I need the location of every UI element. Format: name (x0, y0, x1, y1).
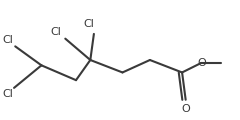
Text: Cl: Cl (3, 89, 13, 99)
Text: Cl: Cl (2, 35, 13, 45)
Text: Cl: Cl (84, 19, 95, 29)
Text: O: O (198, 58, 206, 68)
Text: Cl: Cl (50, 27, 61, 36)
Text: O: O (181, 104, 190, 114)
